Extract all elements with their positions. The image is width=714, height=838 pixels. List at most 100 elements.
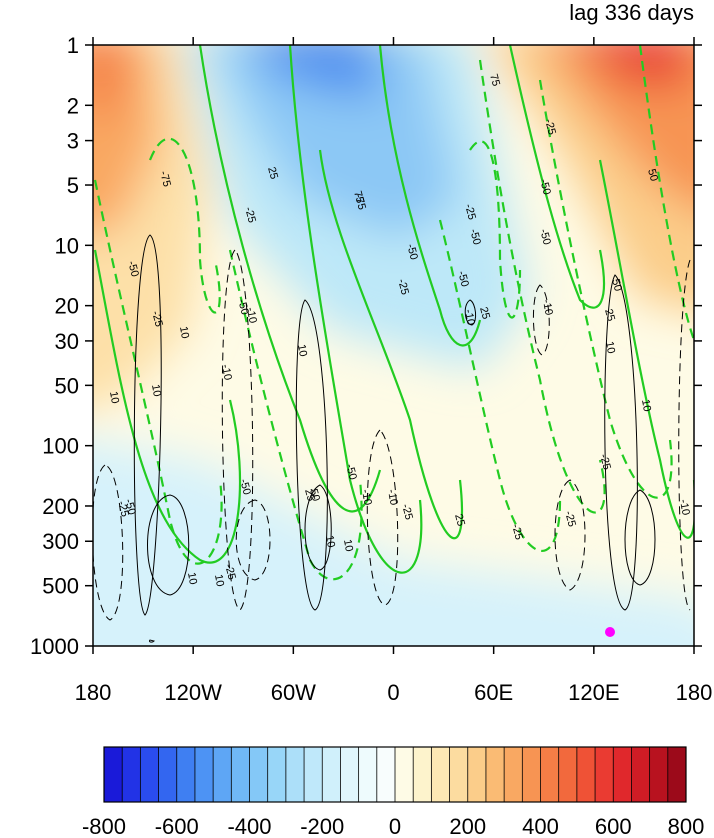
- green-contour-label: -75: [352, 193, 368, 211]
- colorbar-swatch: [104, 747, 123, 802]
- colorbar-swatch: [122, 747, 141, 802]
- green-contour-label: -50: [235, 298, 251, 316]
- green-contour-label: 25: [477, 306, 492, 321]
- colorbar-tick-label: 800: [668, 814, 705, 838]
- green-contour-solid: [93, 249, 242, 564]
- colorbar-tick-label: -200: [300, 814, 344, 838]
- shading-field: [93, 45, 694, 646]
- chart-title: lag 336 days: [569, 0, 694, 25]
- black-contour-labels: 10 -10 10 10 -10 10 -10 10 10 -10 -10 10 10 -10 -10 10 1…: [107, 298, 692, 587]
- colorbar-swatch: [322, 747, 341, 802]
- y-tick-label: 50: [55, 373, 79, 398]
- green-contour-label: -50: [537, 178, 553, 196]
- colorbar-swatch: [667, 747, 687, 802]
- colorbar-tick-label: 0: [389, 814, 401, 838]
- black-contour-label: -10: [385, 488, 400, 506]
- colorbar-swatch: [340, 747, 360, 802]
- colorbar-swatch: [467, 747, 487, 802]
- shade-pos-right-core: [585, 45, 694, 90]
- green-contour-dashed: [538, 79, 673, 499]
- black-contour-label: -10: [244, 306, 259, 324]
- green-contour-label: 50: [645, 168, 660, 183]
- black-contour-solid: [604, 274, 638, 611]
- y-tick-label: 20: [55, 294, 79, 319]
- green-contour-label: -25: [242, 206, 258, 224]
- black-contour-solid: [133, 234, 162, 616]
- green-contours: [93, 45, 694, 581]
- colorbar-tick-label: 600: [595, 814, 632, 838]
- black-contour-label: 10: [212, 573, 226, 587]
- green-contour-label: 25: [302, 488, 317, 503]
- x-tick-label: 180: [75, 680, 112, 705]
- y-tick-label: 30: [55, 329, 79, 354]
- green-contour-solid: [598, 159, 694, 539]
- green-contour-label: 75: [487, 73, 502, 88]
- colorbar-tick-label: 200: [449, 814, 486, 838]
- green-contour-label: -50: [467, 228, 483, 246]
- black-contour-label: 10: [639, 398, 653, 412]
- black-contour-label: -10: [540, 298, 555, 316]
- black-contour-label: -10: [219, 363, 234, 381]
- green-contour-label: -50: [237, 478, 253, 496]
- colorbar-swatch: [558, 747, 578, 802]
- green-contour-label: 25: [602, 308, 617, 323]
- green-contour-label: -25: [597, 453, 613, 471]
- black-contour-label: 10: [323, 534, 337, 548]
- y-tick-label: 1000: [30, 634, 79, 659]
- colorbar-tick-label: -600: [155, 814, 199, 838]
- green-contour-label: -50: [125, 260, 141, 278]
- x-tick-label: 120W: [164, 680, 222, 705]
- black-contour-solid: [147, 494, 190, 596]
- green-contour-solid: [378, 45, 482, 347]
- green-contour-label: 50: [307, 488, 322, 503]
- colorbar-swatch: [613, 747, 632, 802]
- green-contour-dashed: [469, 140, 522, 319]
- colorbar-swatch: [485, 747, 505, 802]
- black-contour-solid: [295, 299, 328, 611]
- green-contour-label: -25: [149, 310, 165, 328]
- y-tick-label: 3: [67, 129, 79, 154]
- colorbar-swatch: [140, 747, 160, 802]
- black-contour-label: -10: [359, 488, 374, 506]
- black-contour-label: 10: [603, 340, 617, 354]
- colorbar-swatch: [213, 747, 232, 802]
- green-contour-label: -50: [404, 243, 420, 261]
- black-contour-label: -10: [677, 498, 692, 516]
- green-contour-label: 50: [609, 278, 624, 293]
- x-tick-label: 120E: [568, 680, 619, 705]
- shade-pos-left-core: [93, 45, 129, 119]
- black-contour-label: 10: [107, 390, 121, 404]
- black-contour-label: 10: [177, 325, 191, 339]
- colorbar-tick-label: -400: [227, 814, 271, 838]
- green-contour-label: -50: [343, 463, 359, 481]
- green-contour-solid: [508, 45, 606, 309]
- black-contour-dashed: [235, 499, 271, 581]
- x-tick-label: 0: [387, 680, 399, 705]
- colorbar-swatch: [649, 747, 669, 802]
- colorbar-swatch: [449, 747, 469, 802]
- colorbar-swatch: [158, 747, 178, 802]
- marker-point: [605, 627, 615, 637]
- colorbar-swatch: [358, 747, 378, 802]
- green-contour-label: -50: [455, 270, 471, 288]
- y-tick-label: 1: [67, 33, 79, 58]
- y-tick-label: 500: [42, 574, 79, 599]
- green-contour-label: -50: [537, 228, 553, 246]
- green-contour-label: -25: [395, 278, 411, 296]
- colorbar-swatch: [395, 747, 414, 802]
- green-contour-label: -25: [222, 563, 238, 581]
- x-tick-label: 60W: [271, 680, 316, 705]
- green-contour-label: 75: [351, 190, 366, 205]
- colorbar-swatch: [231, 747, 250, 802]
- x-axis: 180 120W 60W 0 60E 120E 180: [75, 37, 712, 705]
- black-contour-label: 10: [341, 538, 355, 552]
- colorbar-swatch: [176, 747, 196, 802]
- y-tick-label: 300: [42, 529, 79, 554]
- y-axis: 1 2 3 5 10 20 30 50 100 200 300 500 1000: [30, 33, 702, 659]
- green-contour-dashed: [478, 59, 606, 514]
- y-tick-label: 2: [67, 93, 79, 118]
- green-contour-label: 25: [452, 513, 467, 528]
- green-contour-label: -50: [122, 498, 138, 516]
- colorbar-swatch: [504, 747, 523, 802]
- green-contour-dashed: [438, 219, 562, 552]
